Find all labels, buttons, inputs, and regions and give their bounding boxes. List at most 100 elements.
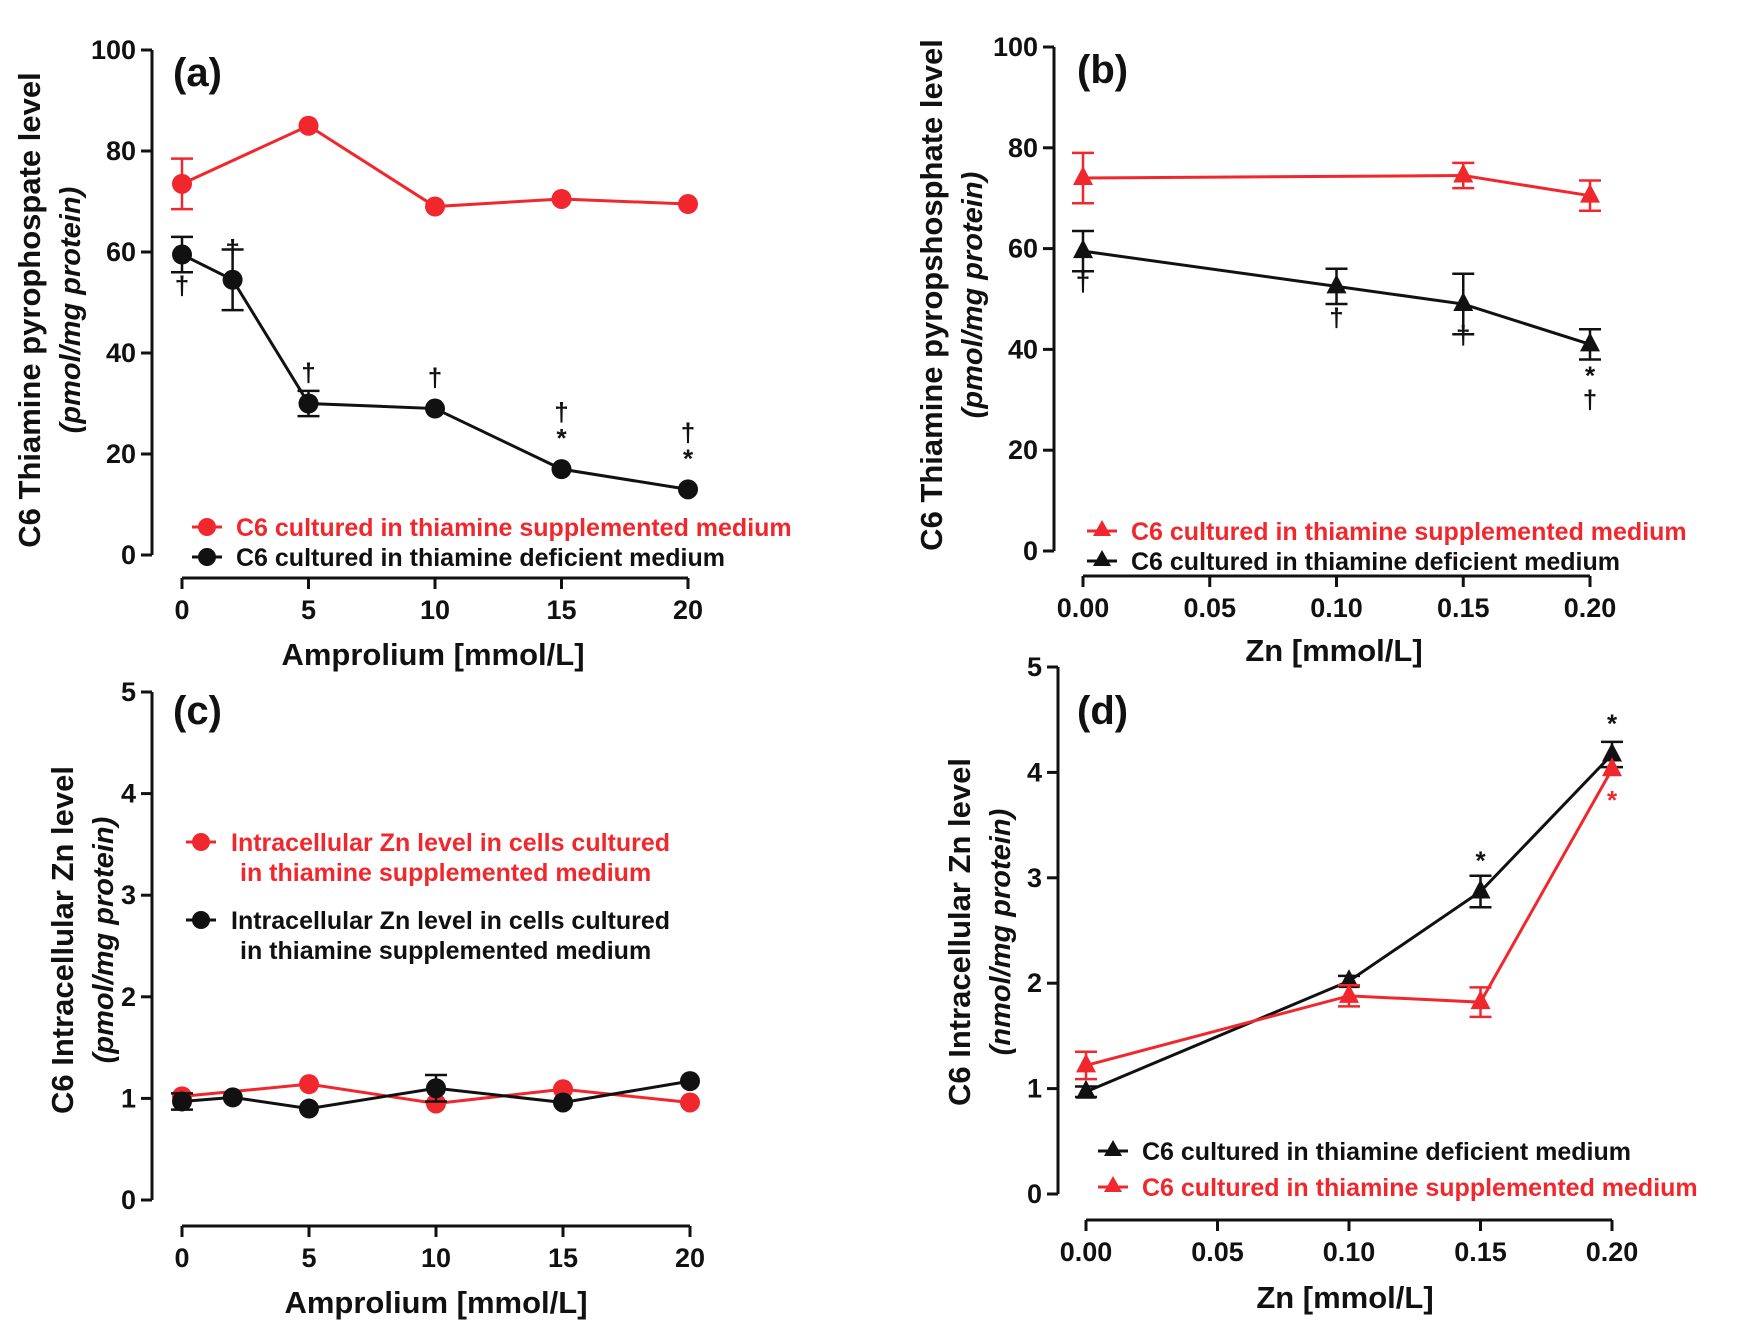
legend-marker — [1104, 1176, 1122, 1192]
data-point — [1076, 1079, 1096, 1099]
legend-marker — [198, 518, 216, 536]
legend-entry-line-2: in thiamine supplemented medium — [240, 937, 651, 965]
significance-marker: † — [1076, 267, 1090, 297]
significance-marker: † — [1329, 302, 1343, 332]
x-tick-label: 0.15 — [1437, 593, 1490, 623]
data-point — [298, 115, 319, 136]
panel-b-ylabel: C6 Thiamine pyropshosphate level — [914, 39, 949, 551]
data-point — [1339, 983, 1359, 1003]
data-point — [172, 244, 192, 265]
data-point — [299, 1098, 319, 1119]
significance-marker: † — [225, 234, 239, 264]
panel-c-xlabel: Amprolium [mmol/L] — [284, 1285, 587, 1320]
x-tick-label: 0 — [174, 1243, 189, 1273]
data-series — [171, 235, 698, 500]
x-tick-label: 10 — [420, 595, 450, 625]
legend-entry-line-1: Intracellular Zn level in cells cultured — [231, 907, 670, 935]
significance-marker: † — [175, 271, 189, 301]
data-point — [551, 188, 572, 209]
data-point — [222, 269, 243, 290]
legend-entry-line-1: Intracellular Zn level in cells cultured — [231, 829, 670, 857]
legend-entry-label: C6 cultured in thiamine deficient medium — [236, 544, 725, 572]
panel-c: (c) C6 Intracellular Zn level (pmol/mg p… — [45, 677, 705, 1320]
y-tick-label: 1 — [1027, 1074, 1042, 1104]
data-point — [1602, 757, 1622, 777]
legend-marker — [1104, 1140, 1122, 1156]
y-tick-label: 20 — [106, 439, 136, 469]
y-tick-label: 0 — [121, 1185, 136, 1215]
y-tick-label: 80 — [1008, 133, 1038, 163]
panel-b-label: (b) — [1077, 48, 1128, 92]
panel-a-ylabel-sub: (pmol/mg protein) — [55, 187, 87, 433]
panel-c-ylabel-sub: (pmol/mg protein) — [88, 817, 120, 1063]
data-point — [1339, 969, 1359, 989]
y-tick-label: 0 — [1027, 1179, 1042, 1209]
panel-b-ylabel-sub: (pmol/mg protein) — [957, 172, 989, 418]
significance-marker: * — [1607, 785, 1618, 815]
panel-d-ylabel-sub: (nmol/mg protein) — [985, 809, 1017, 1055]
data-point — [551, 459, 572, 480]
data-point — [1453, 163, 1474, 183]
data-series — [171, 1071, 700, 1119]
y-tick-label: 2 — [1027, 968, 1042, 998]
y-tick-label: 0 — [121, 540, 136, 570]
panel-d-xlabel: Zn [mmol/L] — [1256, 1280, 1433, 1315]
data-point — [222, 1087, 243, 1108]
panel-d-label: (d) — [1077, 689, 1128, 733]
panel-b-xlabel: Zn [mmol/L] — [1245, 633, 1422, 668]
panel-d: (d) C6 Intracellular Zn level (nmol/mg p… — [942, 652, 1698, 1315]
data-series — [171, 115, 698, 217]
data-point — [680, 1071, 700, 1092]
significance-marker: * — [1475, 846, 1486, 876]
significance-marker: † — [681, 417, 695, 447]
series-line — [1085, 753, 1614, 1094]
significance-marker: † — [428, 363, 442, 393]
data-point — [172, 173, 192, 194]
data-point — [425, 398, 445, 419]
y-tick-label: 40 — [1008, 334, 1038, 364]
panel-d-plot: 0 1 2 3 4 5 0.00 0.05 0.10 0.15 0.20 * * * — [1027, 652, 1638, 1267]
legend-entry-label: C6 cultured in thiamine supplemented med… — [236, 514, 792, 542]
y-tick-label: 60 — [106, 237, 136, 267]
panel-b: (b) C6 Thiamine pyropshosphate level (pm… — [914, 32, 1687, 668]
panel-d-ylabel: C6 Intracellular Zn level — [942, 758, 977, 1106]
significance-marker: † — [301, 358, 315, 388]
data-point — [678, 194, 698, 215]
y-tick-label: 4 — [1027, 757, 1042, 787]
panel-a-legend: C6 cultured in thiamine supplemented med… — [192, 514, 792, 572]
data-series — [1072, 151, 1601, 213]
y-tick-label: 3 — [1027, 863, 1042, 893]
y-tick-label: 40 — [106, 338, 136, 368]
data-point — [1470, 990, 1491, 1010]
panel-d-legend: C6 cultured in thiamine deficient medium… — [1098, 1138, 1698, 1202]
x-tick-label: 0.10 — [1323, 1237, 1376, 1267]
data-point — [1453, 292, 1474, 312]
x-tick-label: 0.20 — [1564, 593, 1617, 623]
x-tick-label: 0.00 — [1057, 593, 1110, 623]
series-line — [1082, 174, 1591, 198]
series-line — [1082, 249, 1591, 346]
data-point — [1076, 1053, 1096, 1073]
series-line — [1085, 768, 1614, 1067]
data-point — [1073, 166, 1093, 186]
legend-marker — [192, 911, 210, 929]
x-tick-label: 0.10 — [1310, 593, 1363, 623]
x-tick-label: 15 — [546, 595, 576, 625]
panel-a-ylabel: C6 Thiamine pyrophospate level — [12, 72, 47, 547]
data-point — [1470, 879, 1491, 899]
panel-a-xlabel: Amprolium [mmol/L] — [281, 637, 584, 672]
panel-c-plot: 0 1 2 3 4 5 0 5 10 15 20 — [121, 677, 705, 1273]
x-tick-label: 15 — [548, 1243, 578, 1273]
legend-entry-line-2: in thiamine supplemented medium — [240, 859, 651, 887]
significance-marker: * — [1585, 360, 1596, 390]
legend-marker — [198, 548, 216, 566]
x-tick-label: 0.15 — [1454, 1237, 1507, 1267]
x-tick-label: 0 — [174, 595, 189, 625]
y-tick-label: 100 — [993, 32, 1038, 62]
significance-marker: * — [683, 443, 694, 473]
y-tick-label: 60 — [1008, 234, 1038, 264]
legend-entry-label: C6 cultured in thiamine supplemented med… — [1142, 1174, 1698, 1202]
data-series — [1072, 229, 1601, 361]
